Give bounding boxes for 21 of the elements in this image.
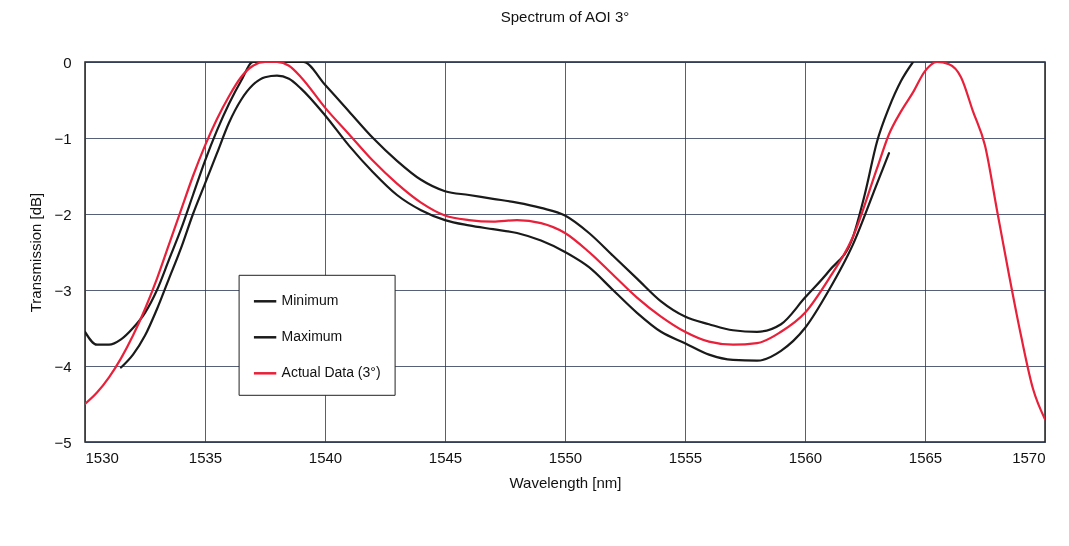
x-tick-label: 1535 — [188, 448, 223, 466]
legend-label: Minimum — [281, 292, 339, 309]
x-tick-label: 1555 — [668, 448, 703, 466]
x-tick-label: 1540 — [308, 448, 343, 466]
legend-label: Maximum — [281, 328, 343, 345]
x-tick-label: 1570 — [1012, 448, 1046, 466]
y-tick-label: −1 — [54, 129, 72, 147]
x-tick-label: 1565 — [908, 448, 943, 466]
y-tick-label: 0 — [63, 53, 72, 71]
chart-title: Spectrum of AOI 3° — [500, 8, 630, 25]
x-tick-label: 1545 — [428, 448, 463, 466]
x-tick-label: 1560 — [788, 448, 823, 466]
y-tick-label: −5 — [54, 433, 72, 451]
y-tick-label: −3 — [54, 281, 72, 299]
x-axis-title: Wavelength [nm] — [509, 473, 622, 491]
x-tick-label: 1530 — [85, 448, 119, 466]
y-tick-label: −4 — [54, 357, 72, 375]
x-tick-label: 1550 — [548, 448, 583, 466]
y-axis-title: Transmission [dB] — [27, 192, 45, 313]
legend-label: Actual Data (3°) — [281, 364, 381, 381]
y-tick-label: −2 — [54, 205, 72, 223]
